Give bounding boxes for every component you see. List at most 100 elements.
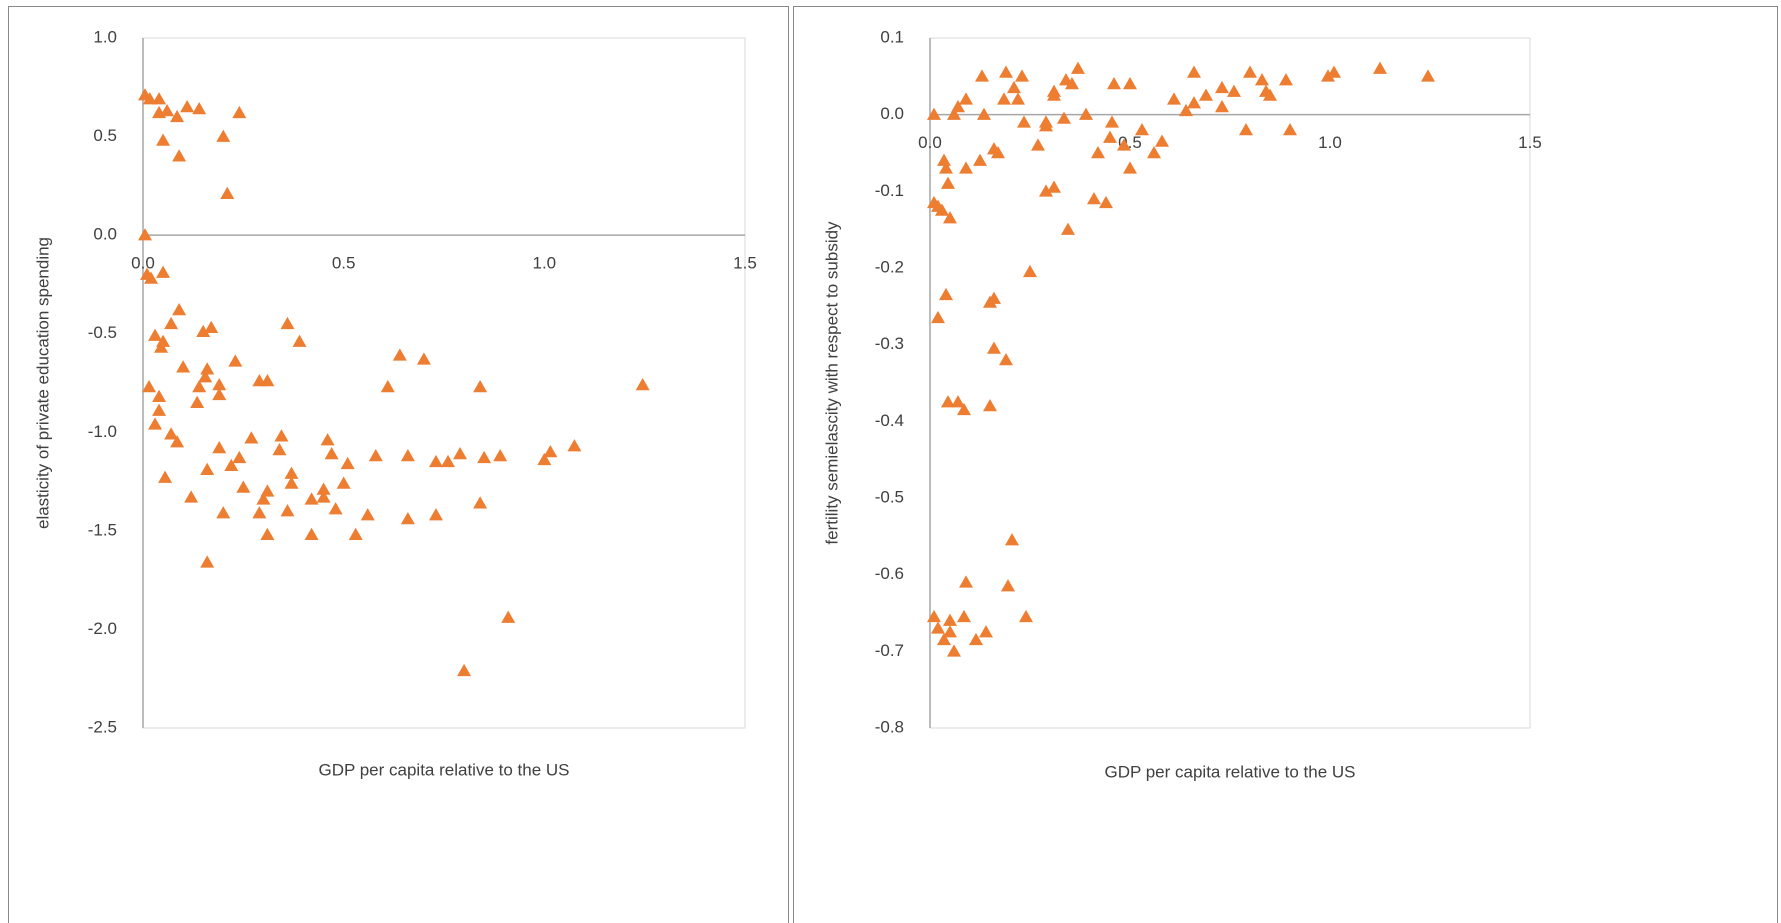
scatter-point xyxy=(368,448,383,462)
scatter-point xyxy=(959,575,973,588)
x-axis-label: GDP per capita relative to the US xyxy=(1104,762,1355,781)
scatter-point xyxy=(152,92,167,105)
y-tick-label: 0.5 xyxy=(93,126,117,145)
scatter-point xyxy=(493,448,508,462)
scatter-point xyxy=(1071,61,1085,74)
scatter-point xyxy=(328,502,343,515)
scatter-point xyxy=(931,310,945,324)
y-tick-label: -0.2 xyxy=(875,257,904,276)
scatter-point xyxy=(212,441,227,454)
scatter-point xyxy=(1279,73,1293,86)
scatter-point xyxy=(1057,111,1071,124)
scatter-point xyxy=(284,466,299,479)
scatter-point xyxy=(957,609,971,623)
y-tick-label: 0.0 xyxy=(880,104,904,123)
scatter-point xyxy=(1123,161,1137,174)
scatter-point xyxy=(1255,73,1269,86)
y-tick-label: -0.3 xyxy=(875,334,904,353)
y-tick-label: -0.7 xyxy=(875,641,904,660)
scatter-point xyxy=(937,632,951,646)
scatter-point xyxy=(144,271,159,284)
scatter-point xyxy=(400,512,415,525)
scatter-point xyxy=(1065,77,1079,90)
scatter-point xyxy=(1047,180,1061,193)
scatter-point xyxy=(152,403,167,416)
scatter-point xyxy=(983,399,997,412)
scatter-point xyxy=(176,360,191,373)
panel-border xyxy=(8,6,789,923)
scatter-point xyxy=(1283,123,1297,136)
scatter-point xyxy=(937,153,951,166)
scatter-point xyxy=(304,492,319,505)
scatter-point xyxy=(156,133,171,146)
x-tick-label: 1.5 xyxy=(1518,133,1542,152)
scatter-point xyxy=(1117,138,1131,151)
scatter-point xyxy=(473,496,488,509)
scatter-point xyxy=(224,458,239,472)
scatter-point xyxy=(272,443,287,456)
panel-border xyxy=(793,6,1778,923)
y-tick-label: -2.5 xyxy=(88,717,117,736)
scatter-point xyxy=(148,328,163,341)
scatter-point xyxy=(943,613,957,626)
scatter-point xyxy=(428,454,443,468)
scatter-point xyxy=(292,334,307,347)
x-axis-label: GDP per capita relative to the US xyxy=(318,760,569,779)
y-tick-label: -0.5 xyxy=(875,487,904,506)
x-tick-label: 0.0 xyxy=(918,133,942,152)
y-tick-label: -0.8 xyxy=(875,717,904,736)
scatter-point xyxy=(1215,80,1229,94)
scatter-point xyxy=(1103,130,1117,143)
scatter-point xyxy=(148,417,163,430)
x-tick-label: 0.5 xyxy=(332,254,356,273)
scatter-point xyxy=(360,508,375,521)
scatter-point xyxy=(138,228,153,241)
scatter-point xyxy=(190,395,205,408)
scatter-point xyxy=(941,395,955,408)
y-tick-label: -0.4 xyxy=(875,411,904,430)
scatter-point xyxy=(935,203,949,216)
scatter-point xyxy=(1179,103,1193,117)
scatter-point xyxy=(969,632,983,646)
scatter-point xyxy=(170,435,185,448)
scatter-point xyxy=(172,303,187,316)
scatter-point xyxy=(939,161,953,174)
scatter-point xyxy=(236,480,251,493)
scatter-point xyxy=(1263,88,1277,101)
x-tick-label: 1.5 xyxy=(733,254,757,273)
scatter-point xyxy=(172,149,187,162)
scatter-point xyxy=(1147,146,1161,159)
scatter-point xyxy=(1005,533,1019,546)
scatter-point xyxy=(260,374,275,387)
scatter-point xyxy=(1019,609,1033,623)
scatter-point xyxy=(1039,119,1053,132)
scatter-point xyxy=(200,362,215,375)
scatter-point xyxy=(260,527,275,541)
scatter-point xyxy=(180,100,195,113)
scatter-point xyxy=(274,429,289,442)
y-tick-label: 0.0 xyxy=(93,225,117,244)
scatter-point xyxy=(941,176,955,189)
scatter-point xyxy=(457,663,472,677)
scatter-point xyxy=(216,506,231,519)
y-tick-label: -0.6 xyxy=(875,564,904,583)
scatter-point xyxy=(1039,184,1053,197)
scatter-point xyxy=(348,527,363,541)
scatter-point xyxy=(416,352,431,365)
scatter-point xyxy=(232,450,247,464)
scatter-point xyxy=(537,452,552,466)
scatter-point xyxy=(543,445,558,458)
scatter-point xyxy=(260,484,275,497)
x-tick-label: 1.0 xyxy=(1318,133,1342,152)
scatter-point xyxy=(252,506,267,519)
scatter-point xyxy=(1015,69,1029,82)
scatter-point xyxy=(340,456,355,470)
scatter-point xyxy=(473,379,488,393)
scatter-point xyxy=(164,316,179,330)
scatter-point xyxy=(987,291,1001,304)
scatter-point xyxy=(400,448,415,462)
scatter-point xyxy=(501,610,516,623)
scatter-point xyxy=(244,431,259,444)
scatter-point xyxy=(428,508,443,521)
scatter-point xyxy=(1227,84,1241,97)
